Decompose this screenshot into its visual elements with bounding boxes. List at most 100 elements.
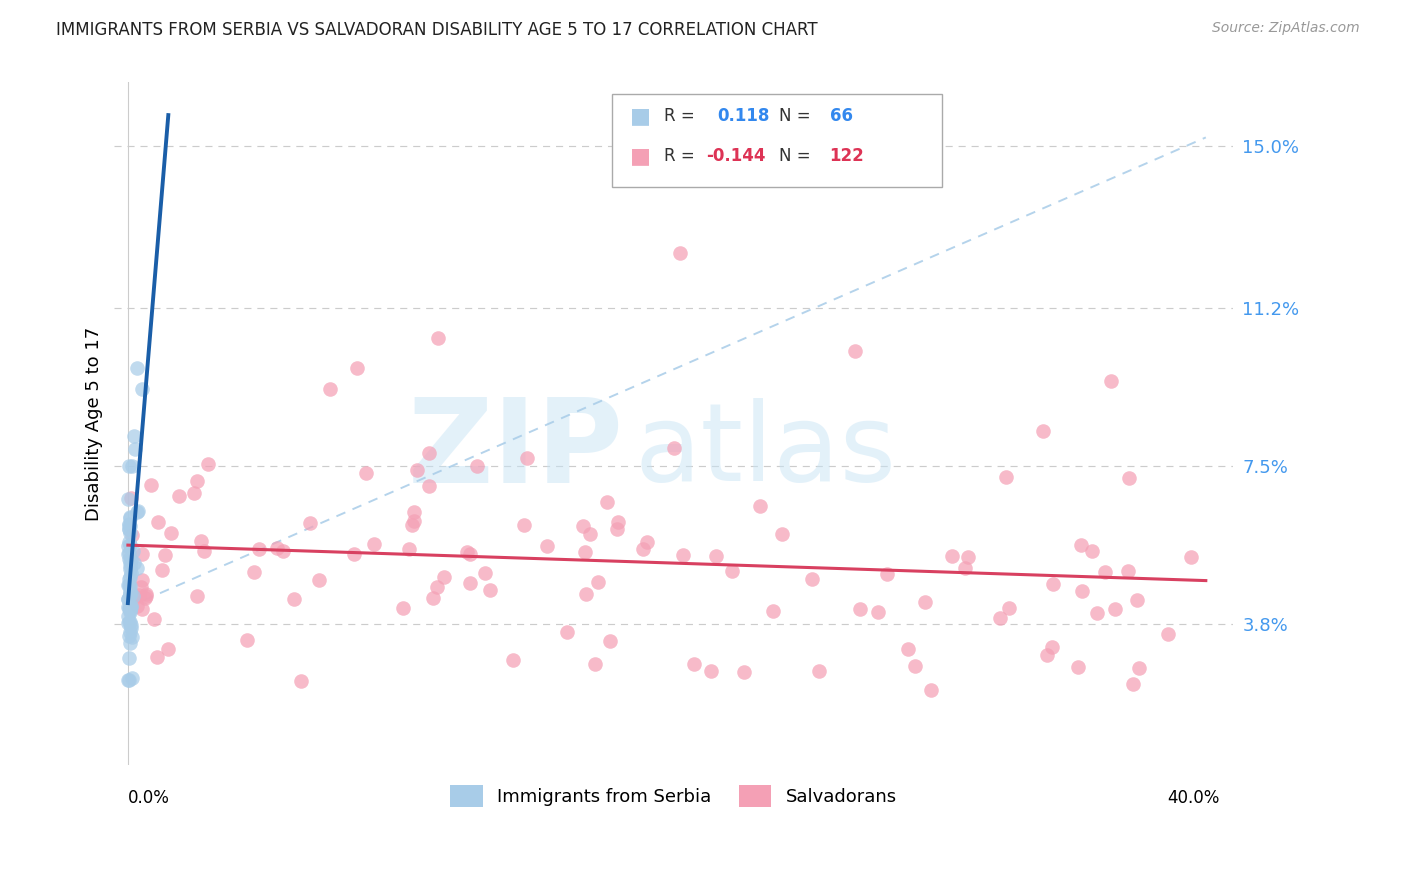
Text: R =: R = [664, 147, 695, 165]
Point [662, 441, 685, 455]
Point [606, 522, 628, 536]
Point [117, 517, 139, 532]
Point [117, 547, 139, 561]
Point [876, 566, 898, 581]
Text: ■: ■ [630, 106, 651, 126]
Text: ■: ■ [630, 146, 651, 166]
Point [118, 570, 141, 584]
Point [118, 559, 141, 574]
Point [118, 629, 141, 643]
Point [120, 625, 142, 640]
Point [418, 478, 440, 492]
Point [120, 553, 142, 567]
Point [426, 331, 449, 345]
Point [118, 615, 141, 630]
Point [704, 549, 727, 564]
Point [135, 587, 157, 601]
Point [479, 583, 502, 598]
Text: ZIP: ZIP [408, 393, 623, 508]
Point [1042, 640, 1064, 654]
Text: IMMIGRANTS FROM SERBIA VS SALVADORAN DISABILITY AGE 5 TO 17 CORRELATION CHART: IMMIGRANTS FROM SERBIA VS SALVADORAN DIS… [56, 21, 818, 38]
Point [866, 605, 889, 619]
Point [1036, 648, 1059, 663]
Point [904, 659, 927, 673]
Point [1101, 374, 1123, 388]
Point [118, 600, 141, 615]
Point [146, 515, 169, 529]
Point [167, 490, 190, 504]
Point [122, 429, 145, 443]
Point [606, 515, 628, 529]
Text: N =: N = [779, 147, 810, 165]
Point [572, 518, 595, 533]
Point [536, 539, 558, 553]
Point [120, 615, 142, 629]
Point [298, 516, 321, 530]
Point [120, 618, 142, 632]
Point [236, 632, 259, 647]
Point [120, 584, 142, 599]
Point [1070, 538, 1092, 552]
Point [117, 673, 139, 687]
Point [131, 602, 153, 616]
Point [426, 580, 449, 594]
Point [243, 566, 266, 580]
Point [121, 590, 143, 604]
Point [118, 635, 141, 649]
Point [117, 609, 139, 624]
Point [118, 673, 141, 687]
Point [405, 463, 427, 477]
Point [669, 245, 692, 260]
Point [700, 664, 723, 678]
Point [433, 569, 456, 583]
Point [118, 586, 141, 600]
Point [117, 616, 139, 631]
Point [120, 511, 142, 525]
Point [118, 651, 141, 665]
Point [120, 579, 142, 593]
Point [1085, 606, 1108, 620]
Point [183, 485, 205, 500]
Point [516, 450, 538, 465]
Point [465, 459, 488, 474]
Point [120, 491, 142, 506]
Point [120, 599, 142, 614]
Point [1126, 593, 1149, 607]
Point [897, 641, 920, 656]
Point [343, 547, 366, 561]
Point [1070, 584, 1092, 599]
Point [458, 548, 481, 562]
Point [125, 599, 148, 614]
Point [631, 541, 654, 556]
Point [458, 575, 481, 590]
Point [121, 528, 143, 542]
Point [749, 499, 772, 513]
Point [120, 599, 142, 614]
Point [1104, 602, 1126, 616]
Point [131, 573, 153, 587]
Point [1042, 577, 1064, 591]
Point [762, 604, 785, 618]
Point [134, 591, 156, 606]
Text: -0.144: -0.144 [706, 147, 765, 165]
Point [578, 527, 600, 541]
Point [402, 505, 425, 519]
Text: N =: N = [779, 107, 810, 125]
Point [120, 603, 142, 617]
Point [1094, 565, 1116, 579]
Point [139, 478, 162, 492]
Point [1128, 661, 1150, 675]
Point [127, 504, 149, 518]
Point [118, 535, 141, 549]
Point [118, 546, 141, 560]
Point [599, 634, 621, 648]
Legend: Immigrants from Serbia, Salvadorans: Immigrants from Serbia, Salvadorans [443, 778, 904, 814]
Point [142, 612, 165, 626]
Point [124, 556, 146, 570]
Point [319, 383, 342, 397]
Point [770, 527, 793, 541]
Point [117, 491, 139, 506]
Point [404, 514, 426, 528]
Point [290, 674, 312, 689]
Point [596, 494, 619, 508]
